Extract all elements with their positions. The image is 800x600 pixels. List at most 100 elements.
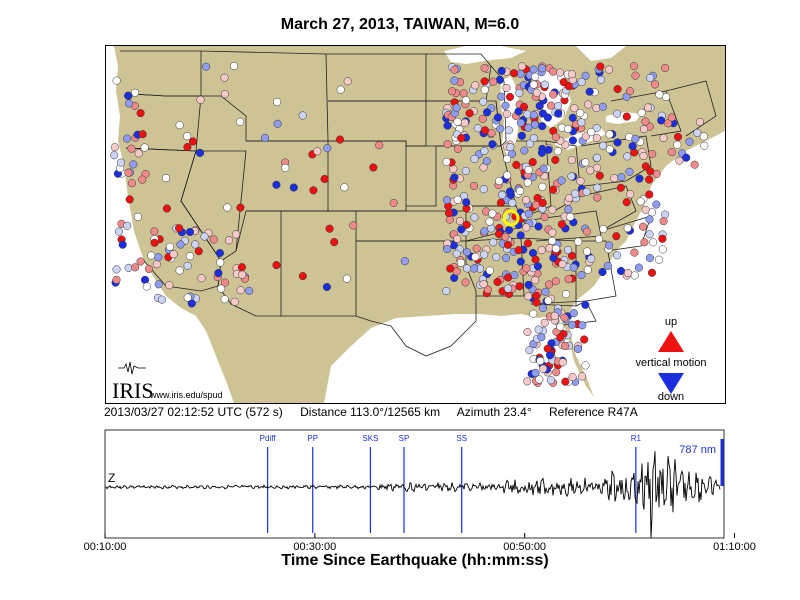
station-marker (127, 144, 136, 153)
station-marker (112, 76, 121, 85)
station-marker (188, 137, 198, 146)
time-tick-label: 00:30:00 (293, 541, 336, 553)
station-marker (471, 81, 480, 90)
station-marker (125, 195, 134, 204)
station-marker (537, 246, 546, 255)
station-marker (161, 174, 171, 183)
seismogram-panel: Pdiff PP SKS SP SS R1 00:10:00 00:30:00 00:50:0… (84, 429, 756, 553)
station-marker (129, 160, 138, 169)
station-marker (343, 77, 352, 86)
station-marker (613, 84, 622, 94)
station-marker (663, 119, 673, 128)
station-marker (450, 76, 459, 85)
station-marker (309, 186, 318, 195)
station-marker (556, 333, 565, 342)
station-marker (631, 134, 640, 143)
station-marker (482, 157, 491, 166)
station-marker (640, 238, 649, 247)
station-marker (325, 224, 334, 233)
station-marker (534, 325, 543, 334)
time-tick-label: 00:10:00 (84, 541, 127, 553)
event-azimuth: Azimuth 23.4° (456, 405, 532, 419)
station-marker (194, 247, 203, 256)
station-marker (514, 246, 523, 255)
station-marker (533, 262, 542, 271)
station-marker (195, 148, 205, 157)
station-marker (583, 265, 592, 274)
station-marker (650, 80, 660, 89)
station-marker (541, 287, 550, 296)
vertical-motion-legend: up vertical motion down (636, 316, 707, 403)
station-marker (516, 118, 525, 127)
station-markers (110, 61, 709, 387)
station-marker (648, 149, 657, 158)
station-marker (456, 258, 465, 267)
station-marker (236, 286, 245, 295)
station-marker (599, 224, 608, 234)
station-marker (571, 189, 580, 198)
station-marker (400, 257, 409, 266)
hudson-bay-north (576, 46, 626, 61)
station-marker (231, 230, 241, 239)
station-marker (504, 126, 513, 135)
station-marker (480, 64, 489, 73)
station-marker (552, 368, 561, 377)
station-marker (550, 311, 559, 320)
station-marker (539, 164, 548, 173)
station-marker (554, 109, 563, 118)
station-marker (549, 253, 558, 262)
station-marker (470, 213, 479, 222)
station-marker (564, 275, 573, 284)
station-marker (592, 123, 601, 133)
station-marker (531, 72, 540, 81)
station-marker (612, 232, 621, 241)
station-marker (592, 133, 601, 142)
station-marker (546, 101, 556, 110)
reference-station: Reference R47A (548, 405, 638, 419)
station-marker (461, 278, 470, 287)
amplitude-scale-label: 787 nm (679, 444, 716, 456)
station-marker (230, 297, 239, 306)
station-marker (540, 318, 549, 327)
station-marker (544, 296, 553, 305)
station-marker (524, 209, 533, 218)
station-marker (563, 245, 573, 255)
station-marker (272, 180, 281, 189)
station-marker (534, 222, 543, 231)
station-marker (690, 160, 699, 169)
station-marker (657, 116, 666, 125)
station-marker (652, 200, 661, 209)
station-marker (136, 257, 145, 266)
station-marker (545, 280, 554, 289)
station-marker (389, 198, 398, 208)
station-marker (569, 263, 578, 272)
station-marker (200, 232, 209, 241)
station-marker (538, 304, 548, 313)
station-marker (593, 193, 602, 202)
station-marker (503, 154, 512, 163)
station-marker (568, 136, 577, 145)
phase-label: Pdiff (260, 434, 277, 443)
station-marker (479, 163, 488, 172)
station-marker (494, 229, 503, 239)
event-timestamp: 2013/03/27 02:12:52 UTC (572 s) (104, 405, 283, 419)
station-marker (313, 147, 322, 156)
station-marker (281, 163, 290, 172)
station-marker (375, 141, 384, 150)
station-marker (185, 252, 195, 261)
station-marker (631, 71, 640, 80)
station-marker (523, 178, 532, 187)
station-marker (469, 264, 479, 273)
station-marker (699, 132, 708, 141)
station-marker (567, 320, 577, 329)
station-marker (522, 196, 531, 205)
station-marker (489, 238, 498, 247)
station-marker (565, 194, 574, 203)
station-marker (536, 356, 545, 365)
station-marker (183, 132, 192, 141)
station-marker (584, 100, 593, 109)
station-marker (446, 264, 455, 273)
station-marker (596, 75, 606, 84)
station-marker (462, 220, 471, 229)
iris-logo: IRIS www.iris.edu/spud (112, 361, 223, 403)
